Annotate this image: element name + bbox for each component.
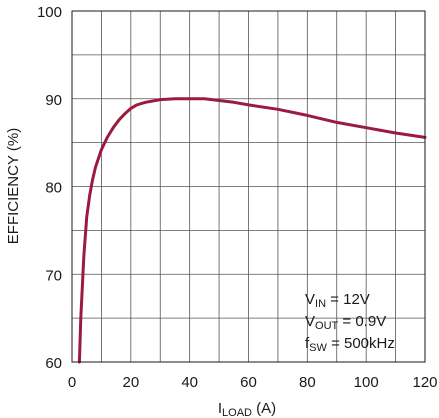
x-tick-label: 120 [412, 374, 437, 391]
x-tick-label: 60 [240, 374, 257, 391]
x-tick-labels: 0 20 40 60 80 100 120 [68, 374, 438, 391]
y-tick-labels: 60 70 80 90 100 [37, 4, 62, 372]
grid-lines [72, 11, 425, 362]
x-axis-label-unit: (A) [252, 400, 276, 417]
y-tick-label: 60 [45, 355, 62, 372]
annotation-vin: VIN = 12V [305, 291, 370, 310]
x-tick-label: 0 [68, 374, 76, 391]
y-tick-label: 80 [45, 180, 62, 197]
efficiency-curve [77, 97, 427, 364]
annotation-fsw: fSW = 500kHz [305, 335, 395, 354]
x-axis-label: ILOAD (A) [218, 400, 276, 418]
x-tick-label: 100 [354, 374, 379, 391]
x-tick-label: 20 [122, 374, 139, 391]
annotation-vout: VOUT = 0.9V [305, 313, 386, 332]
plot-frame [71, 10, 426, 363]
x-tick-label: 40 [181, 374, 198, 391]
y-tick-label: 100 [37, 4, 62, 21]
y-tick-label: 70 [45, 267, 62, 284]
y-tick-label: 90 [45, 92, 62, 109]
x-axis-label-sub: LOAD [222, 407, 252, 418]
x-axis-label-main: I [218, 400, 222, 417]
conditions-annotation: VIN = 12V VOUT = 0.9V fSW = 500kHz [305, 291, 395, 354]
y-axis-label: EFFICIENCY (%) [5, 128, 22, 244]
x-tick-label: 80 [299, 374, 316, 391]
